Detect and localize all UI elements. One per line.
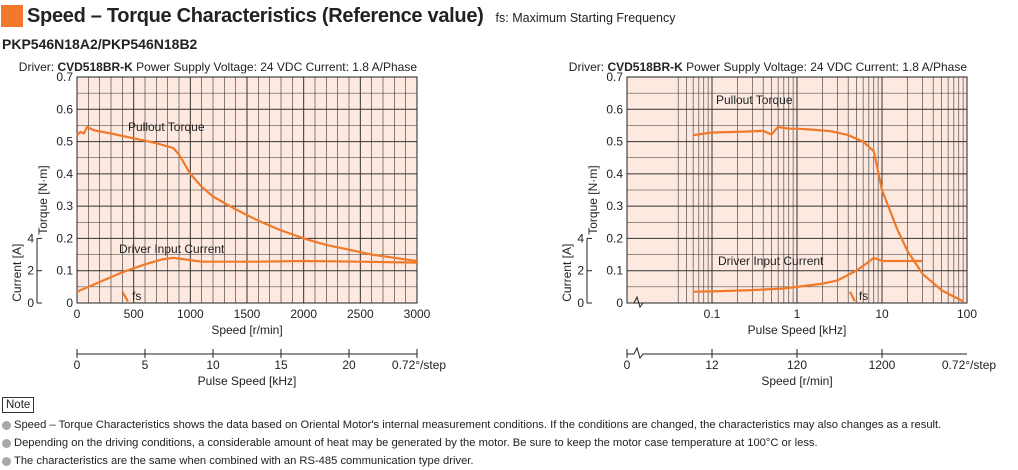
fs-line bbox=[848, 291, 856, 302]
axis-break-icon bbox=[633, 295, 644, 309]
step-label: 0.72°/step bbox=[392, 358, 446, 372]
note-text: The characteristics are the same when co… bbox=[14, 455, 474, 467]
bullet-icon bbox=[2, 420, 11, 430]
x-tick-label: 1 bbox=[794, 307, 801, 321]
y-tick-label: 0.7 bbox=[56, 70, 73, 84]
fs-label: fs bbox=[859, 289, 868, 303]
fs-label: fs bbox=[132, 289, 141, 303]
note-label: Note bbox=[2, 397, 35, 413]
page-title: Speed – Torque Characteristics (Referenc… bbox=[27, 4, 484, 27]
y-tick-label: 0.2 bbox=[56, 231, 73, 245]
driver-label: Driver: bbox=[569, 60, 608, 74]
current-axis-label: Current [A] bbox=[10, 244, 24, 302]
step-label: 0.72°/step bbox=[942, 358, 996, 372]
series-label: Driver Input Current bbox=[718, 254, 824, 268]
note-item: Depending on the driving conditions, a c… bbox=[2, 434, 941, 452]
y-tick-label: 0.5 bbox=[606, 135, 623, 149]
y-tick-label: 0.1 bbox=[56, 264, 73, 278]
charts-canvas: 00.10.20.30.40.50.60.70 500 1000 1500 2000 25… bbox=[10, 60, 996, 388]
bullet-icon bbox=[2, 438, 11, 448]
secondary-tick-label: 5 bbox=[142, 358, 149, 372]
current-tick-label: 0 bbox=[577, 296, 584, 310]
y-tick-label: 0 bbox=[66, 296, 73, 310]
y-tick-label: 0.2 bbox=[606, 231, 623, 245]
secondary-tick-label: 20 bbox=[342, 358, 356, 372]
driver-model: CVD518BR-K bbox=[57, 60, 133, 74]
x-tick-label: 2000 bbox=[290, 307, 317, 321]
note-text: Speed – Torque Characteristics shows the… bbox=[14, 419, 942, 431]
current-tick-label: 2 bbox=[27, 264, 34, 278]
section-header: Speed – Torque Characteristics (Referenc… bbox=[0, 3, 675, 29]
x-tick-label: 10 bbox=[875, 307, 889, 321]
series-label: Pullout Torque bbox=[128, 120, 205, 134]
x-tick-label: 500 bbox=[124, 307, 144, 321]
y-tick-label: 0.3 bbox=[56, 199, 73, 213]
y-tick-label: 0.3 bbox=[606, 199, 623, 213]
secondary-tick-label: 15 bbox=[274, 358, 288, 372]
x-tick-label: 100 bbox=[957, 307, 977, 321]
x-tick-label: 0 bbox=[74, 307, 81, 321]
y-axis-label: Torque [N·m] bbox=[36, 165, 50, 234]
fs-line bbox=[121, 291, 129, 302]
x-tick-label: 3000 bbox=[404, 307, 431, 321]
current-tick-label: 4 bbox=[577, 231, 584, 245]
series-line bbox=[76, 125, 418, 263]
series-label: Driver Input Current bbox=[119, 242, 225, 256]
series-line bbox=[76, 256, 418, 293]
secondary-tick-label: 0 bbox=[74, 358, 81, 372]
y-tick-label: 0.4 bbox=[56, 167, 73, 181]
driver-model: CVD518BR-K bbox=[607, 60, 683, 74]
y-axis-label: Torque [N·m] bbox=[586, 165, 600, 234]
secondary-axis-label: Speed [r/min] bbox=[761, 374, 832, 388]
x-tick-label: 1500 bbox=[234, 307, 261, 321]
conditions-text: Driver: CVD518BR-K Power Supply Voltage:… bbox=[19, 60, 418, 74]
conditions-text: Driver: CVD518BR-K Power Supply Voltage:… bbox=[569, 60, 968, 74]
notes-section: Note Speed – Torque Characteristics show… bbox=[2, 397, 941, 470]
note-item: Speed – Torque Characteristics shows the… bbox=[2, 416, 941, 434]
note-item: The characteristics are the same when co… bbox=[2, 452, 941, 470]
x-tick-label: 2500 bbox=[347, 307, 374, 321]
secondary-tick-label: 1200 bbox=[869, 358, 896, 372]
secondary-tick-label: 0 bbox=[624, 358, 631, 372]
y-tick-label: 0.5 bbox=[56, 135, 73, 149]
current-axis-label: Current [A] bbox=[560, 244, 574, 302]
y-tick-label: 0.7 bbox=[606, 70, 623, 84]
current-tick-label: 4 bbox=[27, 231, 34, 245]
series-line bbox=[693, 256, 923, 293]
supply-conditions: Power Supply Voltage: 24 VDC Current: 1.… bbox=[133, 60, 417, 74]
x-tick-label: 0.1 bbox=[704, 307, 721, 321]
x-axis-label: Pulse Speed [kHz] bbox=[748, 323, 847, 337]
y-tick-label: 0.1 bbox=[606, 264, 623, 278]
current-tick-label: 0 bbox=[27, 296, 34, 310]
orange-square-icon bbox=[1, 5, 23, 27]
secondary-axis-label: Pulse Speed [kHz] bbox=[198, 374, 297, 388]
note-text: Depending on the driving conditions, a c… bbox=[14, 437, 818, 449]
y-tick-label: 0.6 bbox=[56, 102, 73, 116]
secondary-tick-label: 12 bbox=[705, 358, 719, 372]
secondary-axis-line bbox=[627, 346, 967, 360]
x-axis-label: Speed [r/min] bbox=[211, 323, 282, 337]
plot-frame bbox=[76, 76, 418, 304]
y-tick-label: 0.6 bbox=[606, 102, 623, 116]
supply-conditions: Power Supply Voltage: 24 VDC Current: 1.… bbox=[683, 60, 967, 74]
y-tick-label: 0 bbox=[616, 296, 623, 310]
current-tick-label: 2 bbox=[577, 264, 584, 278]
plot-frame bbox=[626, 76, 968, 304]
model-name: PKP546N18A2/PKP546N18B2 bbox=[2, 36, 198, 52]
bullet-icon bbox=[2, 456, 11, 466]
secondary-tick-label: 10 bbox=[206, 358, 220, 372]
fs-legend-note: fs: Maximum Starting Frequency bbox=[495, 11, 676, 25]
series-line bbox=[692, 125, 964, 303]
x-tick-label: 1000 bbox=[177, 307, 204, 321]
series-label: Pullout Torque bbox=[716, 93, 793, 107]
y-tick-label: 0.4 bbox=[606, 167, 623, 181]
driver-label: Driver: bbox=[19, 60, 58, 74]
secondary-tick-label: 120 bbox=[787, 358, 807, 372]
